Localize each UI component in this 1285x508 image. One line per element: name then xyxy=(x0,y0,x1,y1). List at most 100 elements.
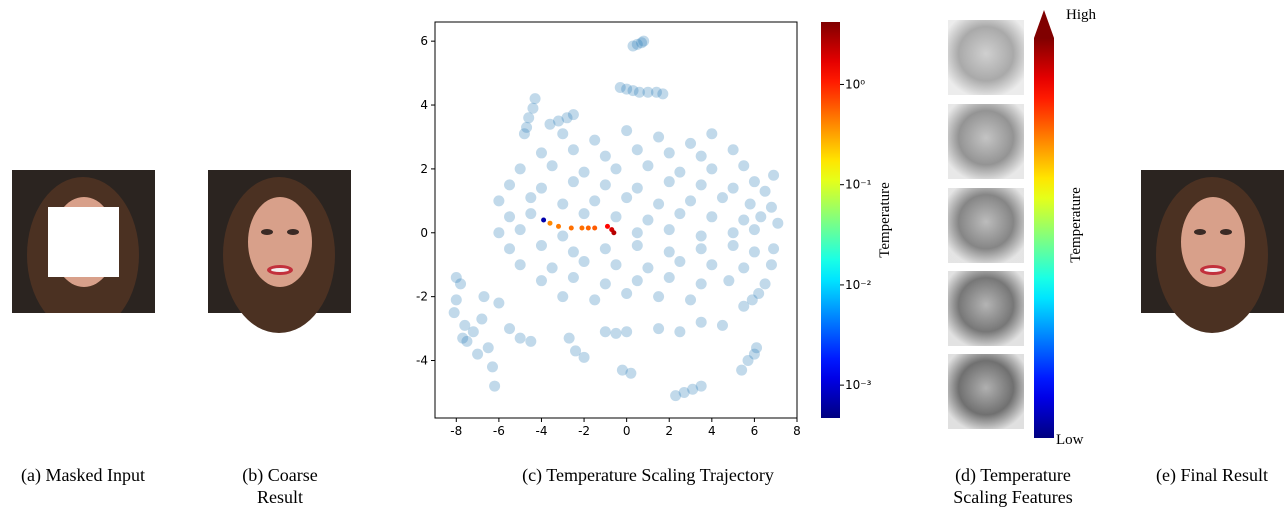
scatter-point xyxy=(589,134,601,146)
scatter-point xyxy=(570,345,582,357)
scatter-point xyxy=(514,163,526,175)
scatter-point xyxy=(578,208,590,220)
plot-frame xyxy=(434,21,798,419)
scatter-point xyxy=(738,160,750,172)
scatter-point xyxy=(563,332,575,344)
scatter-point xyxy=(514,332,526,344)
scatter-point xyxy=(716,192,728,204)
scatter-point xyxy=(727,182,739,194)
scatter-point xyxy=(695,380,707,392)
scatter-point xyxy=(663,246,675,258)
scatter-point xyxy=(504,323,516,335)
trajectory-point xyxy=(541,217,547,223)
panel-caption: Scaling Features xyxy=(953,487,1072,507)
x-tick-label: -6 xyxy=(493,424,505,438)
scatter-point xyxy=(527,102,539,114)
scatter-point xyxy=(687,383,699,395)
colorbar-tick-label: 10⁻³ xyxy=(845,378,872,392)
feature-colorbar xyxy=(1034,38,1054,438)
scatter-point xyxy=(627,85,639,97)
scatter-point xyxy=(748,176,760,188)
scatter-point xyxy=(616,364,628,376)
scatter-point xyxy=(461,335,473,347)
scatter-point xyxy=(706,128,718,140)
scatter-point xyxy=(523,112,535,124)
y-tick-label: -4 xyxy=(416,354,428,368)
scatter-point xyxy=(759,185,771,197)
scatter-point xyxy=(631,227,643,239)
scatter-point xyxy=(553,115,565,127)
x-tick-label: -4 xyxy=(535,424,547,438)
scatter-point xyxy=(695,243,707,255)
scatter-point xyxy=(657,88,669,100)
masked-input-image xyxy=(12,170,155,313)
scatter-point xyxy=(742,355,754,367)
scatter-point xyxy=(578,351,590,363)
scatter-point xyxy=(455,278,467,290)
scatter-point xyxy=(738,262,750,274)
scatter-point xyxy=(567,176,579,188)
coarse-result-image xyxy=(208,170,351,333)
scatter-point xyxy=(685,195,697,207)
scatter-point xyxy=(746,294,758,306)
y-tick-label: 4 xyxy=(420,98,428,112)
colorbar-tick-label: 10⁰ xyxy=(845,77,865,91)
y-tick-label: -2 xyxy=(416,290,428,304)
y-tick-label: 6 xyxy=(420,34,428,48)
trajectory-point xyxy=(579,225,585,231)
scatter-point xyxy=(695,150,707,162)
scatter-point xyxy=(748,348,760,360)
scatter-point xyxy=(546,262,558,274)
scatter-point xyxy=(638,35,650,47)
scatter-point xyxy=(493,297,505,309)
scatter-point xyxy=(706,211,718,223)
high-label: High xyxy=(1066,7,1097,23)
trajectory-point xyxy=(611,230,617,236)
panel-caption: (a) Masked Input xyxy=(21,465,145,486)
scatter-point xyxy=(578,166,590,178)
scatter-point xyxy=(765,259,777,271)
scatter-point xyxy=(755,211,767,223)
scatter-point xyxy=(748,224,760,236)
panel-caption: (b) Coarse xyxy=(242,465,317,486)
scatter-point xyxy=(557,198,569,210)
scatter-point xyxy=(493,227,505,239)
scatter-point xyxy=(599,326,611,338)
scatter-point xyxy=(610,259,622,271)
scatter-point xyxy=(493,195,505,207)
scatter-point xyxy=(546,160,558,172)
scatter-point xyxy=(695,179,707,191)
scatter-point xyxy=(765,201,777,213)
scatter-point xyxy=(653,323,665,335)
scatter-point xyxy=(478,291,490,303)
scatter-point xyxy=(589,195,601,207)
scatter-point xyxy=(663,224,675,236)
scatter-point xyxy=(736,364,748,376)
scatter-point xyxy=(599,243,611,255)
scatter-point xyxy=(482,342,494,354)
panel-caption: (c) Temperature Scaling Trajectory xyxy=(522,465,774,486)
scatter-point xyxy=(557,230,569,242)
scatter-point xyxy=(727,227,739,239)
scatter-point xyxy=(727,144,739,156)
scatter-point xyxy=(459,319,471,331)
scatter-point xyxy=(448,307,460,319)
scatter-point xyxy=(514,224,526,236)
trajectory-point xyxy=(547,220,553,226)
scatter-point xyxy=(567,144,579,156)
x-tick-label: 8 xyxy=(793,424,801,438)
scatter-point xyxy=(678,386,690,398)
scatter-point xyxy=(504,211,516,223)
scatter-point xyxy=(525,208,537,220)
scatter-point xyxy=(625,367,637,379)
feature-colorbar-label: Temperature xyxy=(1068,187,1084,263)
scatter-point xyxy=(727,240,739,252)
scatter-point xyxy=(621,326,633,338)
scatter-point xyxy=(486,361,498,373)
scatter-point xyxy=(472,348,484,360)
scatter-point xyxy=(567,109,579,121)
colorbar-tick-label: 10⁻² xyxy=(845,278,872,292)
scatter-point xyxy=(738,300,750,312)
trajectory-point xyxy=(568,225,574,231)
scatter-point xyxy=(663,271,675,283)
